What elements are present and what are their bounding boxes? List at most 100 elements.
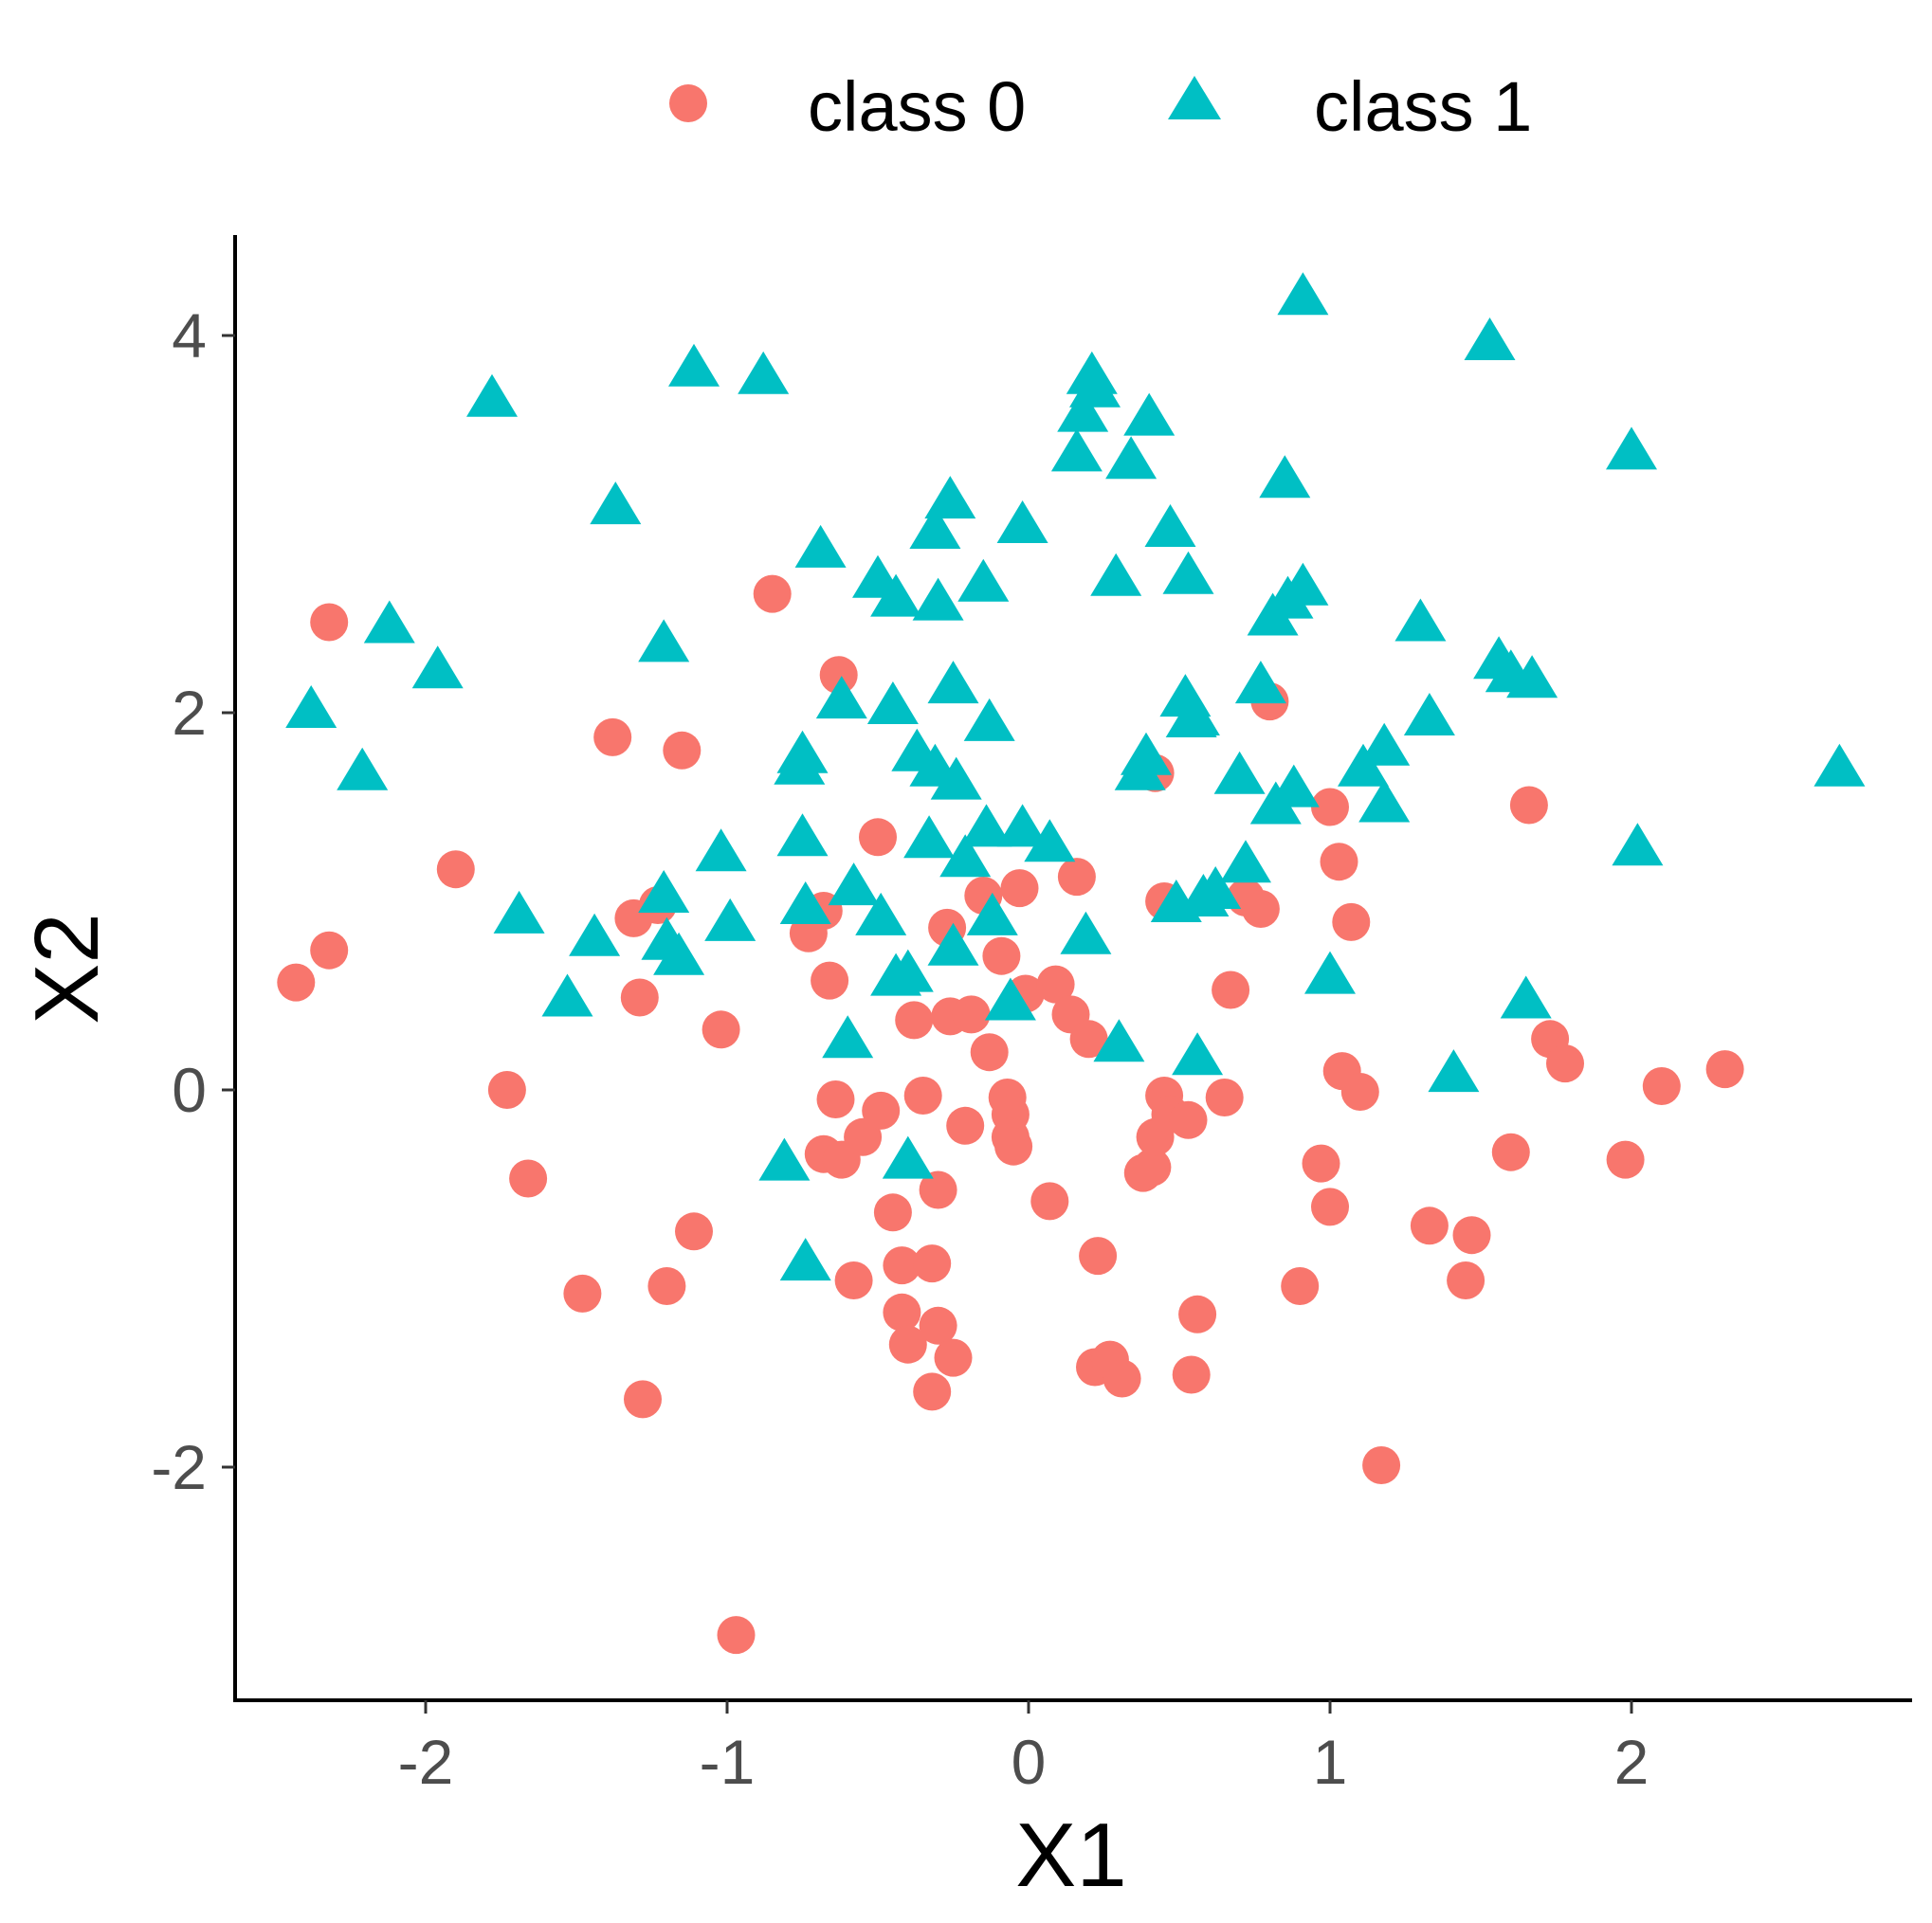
point-class-1-45 bbox=[963, 698, 1015, 741]
point-class-1-69 bbox=[1172, 1032, 1224, 1076]
point-class-0-46 bbox=[982, 936, 1021, 975]
point-class-0-32 bbox=[888, 1325, 927, 1364]
point-class-1-61 bbox=[1121, 732, 1172, 775]
point-class-0-86 bbox=[1410, 1206, 1449, 1245]
point-class-1-3 bbox=[411, 645, 464, 689]
point-class-1-95 bbox=[1612, 823, 1664, 866]
point-class-0-30 bbox=[883, 1246, 921, 1285]
point-class-1-41 bbox=[927, 922, 979, 966]
point-class-0-12 bbox=[663, 731, 702, 770]
point-class-0-80 bbox=[1311, 1188, 1349, 1226]
point-class-1-26 bbox=[828, 862, 880, 906]
point-class-1-62 bbox=[1123, 392, 1176, 436]
point-class-1-53 bbox=[1057, 389, 1109, 432]
point-class-1-29 bbox=[866, 681, 919, 724]
point-class-0-94 bbox=[1642, 1067, 1681, 1105]
y-axis-title: X2 bbox=[16, 913, 118, 1024]
point-class-1-20 bbox=[776, 813, 829, 857]
point-class-1-63 bbox=[1144, 504, 1196, 547]
point-class-0-21 bbox=[811, 961, 849, 1000]
x-axis-title: X1 bbox=[1015, 1805, 1126, 1906]
y-tick-label: 2 bbox=[172, 678, 207, 748]
point-class-0-7 bbox=[593, 717, 632, 756]
point-class-0-51 bbox=[1000, 869, 1039, 908]
legend-label-class-0: class 0 bbox=[808, 67, 1026, 146]
point-class-1-55 bbox=[1069, 364, 1121, 408]
x-axis-ticks: -2 -1 0 1 2 bbox=[398, 1700, 1649, 1797]
point-class-1-0 bbox=[285, 685, 337, 728]
point-class-0-0 bbox=[310, 603, 349, 642]
point-class-0-89 bbox=[1491, 1133, 1530, 1171]
point-class-1-96 bbox=[1814, 743, 1866, 787]
point-class-1-56 bbox=[1060, 911, 1112, 954]
x-tick-label: 0 bbox=[1012, 1727, 1047, 1797]
point-class-0-81 bbox=[1320, 843, 1358, 881]
point-class-1-79 bbox=[1267, 764, 1320, 807]
point-class-0-11 bbox=[647, 1267, 686, 1305]
point-class-0-14 bbox=[624, 1380, 662, 1419]
point-class-1-77 bbox=[1259, 455, 1311, 499]
point-class-1-33 bbox=[882, 1135, 934, 1179]
point-class-1-48 bbox=[984, 977, 1036, 1021]
point-class-1-13 bbox=[668, 343, 720, 387]
point-class-0-29 bbox=[873, 1193, 912, 1232]
point-class-1-73 bbox=[1220, 840, 1271, 883]
point-class-1-52 bbox=[1050, 428, 1103, 472]
point-class-0-85 bbox=[1362, 1446, 1401, 1484]
point-class-0-83 bbox=[1332, 902, 1371, 941]
point-class-0-20 bbox=[819, 656, 858, 695]
y-tick-label: -2 bbox=[151, 1432, 207, 1502]
point-class-1-35 bbox=[903, 815, 956, 859]
point-class-1-89 bbox=[1464, 317, 1516, 360]
y-axis-ticks: -2 0 2 4 bbox=[151, 300, 235, 1502]
point-class-1-47 bbox=[966, 892, 1018, 935]
point-class-0-58 bbox=[1079, 1237, 1118, 1276]
point-class-0-50 bbox=[994, 1127, 1033, 1166]
point-class-1-16 bbox=[738, 351, 790, 394]
point-class-1-49 bbox=[996, 500, 1048, 543]
point-class-1-43 bbox=[939, 834, 992, 878]
point-class-0-4 bbox=[487, 1071, 526, 1109]
point-class-0-13 bbox=[675, 1212, 713, 1251]
point-class-0-39 bbox=[934, 1338, 973, 1377]
point-class-0-43 bbox=[952, 995, 991, 1034]
point-class-1-6 bbox=[541, 973, 593, 1017]
point-class-0-33 bbox=[895, 1001, 934, 1040]
point-class-0-54 bbox=[1036, 965, 1075, 1004]
x-tick-label: 2 bbox=[1614, 1727, 1649, 1797]
point-class-0-61 bbox=[1103, 1359, 1141, 1398]
x-tick-label: -2 bbox=[398, 1727, 454, 1797]
point-class-0-73 bbox=[1212, 971, 1250, 1009]
point-class-0-17 bbox=[753, 574, 792, 613]
point-class-0-77 bbox=[1281, 1267, 1320, 1305]
point-class-0-3 bbox=[436, 850, 475, 889]
point-class-0-37 bbox=[919, 1306, 957, 1345]
point-class-1-71 bbox=[1190, 866, 1242, 909]
point-class-0-84 bbox=[1340, 1073, 1379, 1111]
point-class-0-92 bbox=[1546, 1044, 1584, 1083]
point-class-1-93 bbox=[1500, 975, 1552, 1019]
point-class-0-71 bbox=[1178, 1295, 1217, 1333]
point-class-0-75 bbox=[1241, 890, 1280, 928]
point-class-1-37 bbox=[909, 506, 961, 549]
y-tick-label: 4 bbox=[172, 300, 207, 371]
point-class-1-28 bbox=[855, 892, 907, 935]
point-class-0-36 bbox=[919, 1170, 957, 1209]
point-class-1-14 bbox=[695, 828, 747, 872]
legend: class 0 class 1 bbox=[669, 67, 1532, 146]
point-class-1-51 bbox=[1024, 819, 1076, 862]
point-class-1-8 bbox=[590, 481, 642, 525]
point-class-1-58 bbox=[1093, 1019, 1145, 1062]
point-class-1-66 bbox=[1162, 551, 1214, 594]
point-class-1-5 bbox=[493, 890, 545, 934]
point-class-0-95 bbox=[1705, 1050, 1744, 1089]
point-class-1-7 bbox=[569, 913, 621, 956]
point-class-0-38 bbox=[913, 1372, 952, 1411]
point-class-1-50 bbox=[996, 804, 1048, 847]
legend-marker-class-1 bbox=[1168, 76, 1221, 119]
point-class-1-85 bbox=[1358, 779, 1411, 823]
point-class-0-57 bbox=[1069, 1020, 1108, 1059]
point-class-1-22 bbox=[779, 1238, 831, 1281]
point-class-1-4 bbox=[466, 373, 518, 417]
